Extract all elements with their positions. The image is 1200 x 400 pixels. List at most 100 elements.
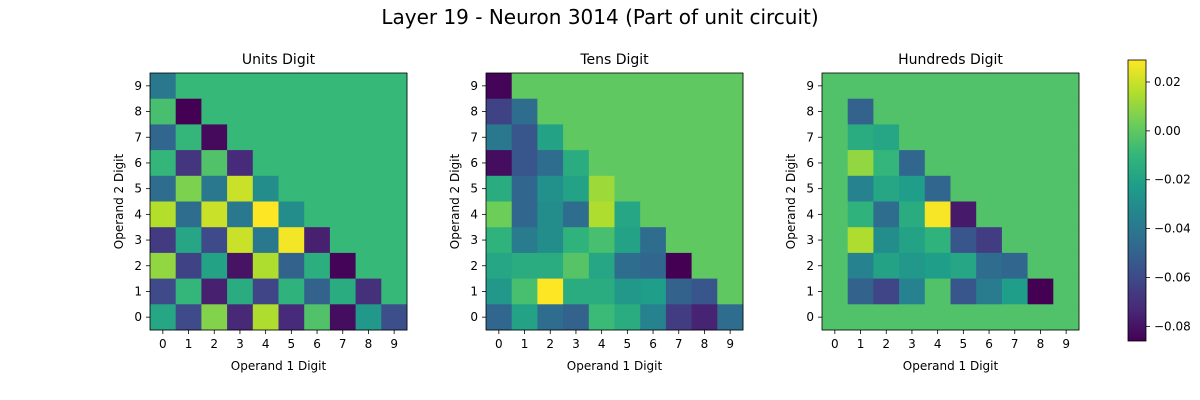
axes-frame (485, 72, 744, 331)
heatmap-cell (924, 98, 951, 125)
heatmap-cell (822, 73, 849, 100)
heatmap-cell (588, 175, 615, 202)
panel-title: Hundreds Digit (898, 52, 1003, 68)
heatmap-cell (355, 278, 382, 305)
heatmap-cell (201, 227, 228, 254)
heatmap-cell (381, 278, 408, 305)
heatmap-cell (1053, 124, 1080, 151)
y-tick-label: 0 (806, 310, 814, 324)
heatmap-cell (976, 124, 1003, 151)
x-tick-label: 8 (365, 337, 373, 351)
heatmap-cell (691, 98, 718, 125)
heatmap-cell (588, 227, 615, 254)
heatmap-cell (873, 252, 900, 279)
x-tick-label: 2 (546, 337, 554, 351)
x-tick-label: 3 (236, 337, 244, 351)
heatmap-cell (537, 98, 564, 125)
heatmap-cell (381, 304, 408, 331)
heatmap-cell (278, 73, 305, 100)
heatmap-cell (150, 278, 177, 305)
heatmap-cell (950, 175, 977, 202)
heatmap-cell (175, 150, 202, 177)
heatmap-cell (588, 304, 615, 331)
heatmap-cell (976, 227, 1003, 254)
heatmap-cell (665, 278, 692, 305)
heatmap-cell (175, 175, 202, 202)
x-tick-label: 9 (726, 337, 734, 351)
heatmap-cell (873, 201, 900, 228)
heatmap-cell (381, 124, 408, 151)
heatmap-cell (899, 252, 926, 279)
y-tick-label: 9 (470, 79, 478, 93)
heatmap-cell (329, 227, 356, 254)
y-tick-label: 3 (134, 233, 142, 247)
heatmap-cell (227, 150, 254, 177)
heatmap-cell (1001, 278, 1028, 305)
heatmap-cell (304, 73, 331, 100)
x-tick-label: 4 (934, 337, 942, 351)
heatmap-cell (201, 304, 228, 331)
heatmap-cell (717, 98, 744, 125)
heatmap-cell (201, 201, 228, 228)
heatmap-cell (486, 175, 513, 202)
heatmap-cell (486, 201, 513, 228)
heatmap-cell (822, 252, 849, 279)
heatmap-cell (691, 124, 718, 151)
heatmap-cell (665, 304, 692, 331)
heatmap-cell (537, 278, 564, 305)
heatmap-cell (691, 304, 718, 331)
colorbar-gradient (1127, 59, 1147, 342)
x-tick-label: 5 (624, 337, 632, 351)
y-tick-label: 1 (134, 284, 142, 298)
y-tick-label: 8 (134, 105, 142, 119)
y-axis-label: Operand 2 Digit (112, 153, 126, 249)
heatmap-cell (201, 73, 228, 100)
heatmap-cell (278, 278, 305, 305)
heatmap-cell (950, 227, 977, 254)
heatmap-cell (329, 175, 356, 202)
heatmap-cell (717, 227, 744, 254)
heatmap-cell (873, 124, 900, 151)
heatmap-cell (665, 124, 692, 151)
heatmap-cell (563, 175, 590, 202)
x-tick-label: 9 (1062, 337, 1070, 351)
heatmap-cell (614, 150, 641, 177)
heatmap-cell (329, 252, 356, 279)
heatmap-cell (950, 304, 977, 331)
heatmap-cell (976, 304, 1003, 331)
heatmap-cell (563, 150, 590, 177)
heatmap-cell (588, 278, 615, 305)
heatmap-cell (976, 98, 1003, 125)
heatmap-cell (304, 252, 331, 279)
x-tick-label: 9 (390, 337, 398, 351)
heatmap-cell (355, 201, 382, 228)
heatmap-cell (304, 278, 331, 305)
heatmap-cell (278, 124, 305, 151)
heatmap-cell (1053, 98, 1080, 125)
heatmap-cell (899, 73, 926, 100)
heatmap-cell (665, 98, 692, 125)
y-axis-label: Operand 2 Digit (784, 153, 798, 249)
heatmap-cell (1053, 278, 1080, 305)
heatmap-cell (278, 150, 305, 177)
heatmap-tens-digit: Tens Digit 0 1 2 3 4 5 6 7 8 9 9 8 7 6 5 4 3 2 1 0 Operand 1 … (448, 52, 744, 373)
panel-title: Tens Digit (579, 52, 649, 68)
heatmap-cell (640, 304, 667, 331)
heatmap-cell (278, 227, 305, 254)
y-tick-label: 5 (134, 182, 142, 196)
heatmap-cell (150, 98, 177, 125)
heatmap-cell (924, 175, 951, 202)
x-axis-label: Operand 1 Digit (231, 359, 327, 373)
heatmap-cell (614, 98, 641, 125)
heatmap-cell (847, 304, 874, 331)
heatmap-cell (1053, 304, 1080, 331)
x-tick-label: 0 (159, 337, 167, 351)
heatmap-cell (588, 124, 615, 151)
heatmap-cell (511, 150, 538, 177)
heatmap-cell (537, 304, 564, 331)
heatmap-cell (899, 278, 926, 305)
heatmap-cell (976, 252, 1003, 279)
heatmap-cell (252, 124, 279, 151)
heatmap-cell (614, 227, 641, 254)
